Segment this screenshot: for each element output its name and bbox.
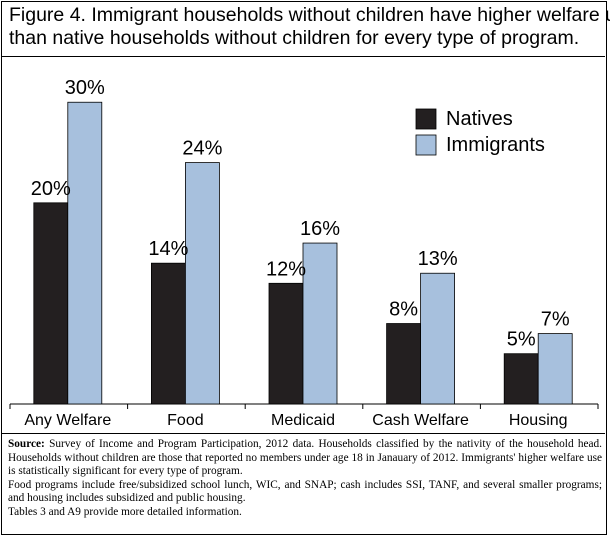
bar-immigrants-medicaid: [302, 242, 338, 405]
data-label-natives-cash-welfare: 8%: [389, 299, 418, 321]
tables-note: Tables 3 and A9 provide more detailed in…: [8, 505, 242, 518]
legend-label-natives: Natives: [446, 108, 513, 130]
data-label-natives-medicaid: 12%: [266, 258, 306, 280]
source-text: Survey of Income and Program Participati…: [8, 438, 602, 478]
title-line-2: than native households without children …: [9, 27, 580, 49]
legend-label-immigrants: Immigrants: [446, 134, 545, 156]
source-notes: Source: Survey of Income and Program Par…: [8, 438, 602, 520]
category-label-food: Food: [167, 412, 203, 429]
bar-layer: [33, 101, 573, 405]
data-label-immigrants-any-welfare: 30%: [65, 77, 105, 99]
bar-natives-housing: [503, 353, 539, 405]
bar-immigrants-food: [184, 162, 220, 405]
figure-title: Figure 4. Immigrant households without c…: [9, 4, 610, 50]
bar-natives-any-welfare: [33, 202, 69, 405]
legend-swatch-natives: [415, 108, 437, 130]
bar-immigrants-any-welfare: [67, 101, 103, 405]
category-label-medicaid: Medicaid: [271, 412, 335, 429]
bar-immigrants-cash-welfare: [420, 272, 456, 405]
category-label-cash-welfare: Cash Welfare: [372, 412, 469, 429]
category-label-any-welfare: Any Welfare: [24, 412, 111, 429]
axis-layer: [9, 403, 599, 409]
data-label-immigrants-medicaid: 16%: [300, 218, 340, 240]
legend: Natives Immigrants: [415, 108, 545, 156]
food-note: Food programs include free/subsidized sc…: [8, 478, 602, 505]
label-layer: 20% 30% Any Welfare 14% 24% Food 12% 16% Medicai…: [24, 77, 569, 429]
category-label-housing: Housing: [509, 412, 568, 429]
bar-immigrants-housing: [537, 333, 573, 405]
legend-swatch-immigrants: [415, 134, 437, 156]
data-label-natives-housing: 5%: [507, 329, 536, 351]
data-label-natives-any-welfare: 20%: [31, 178, 71, 200]
data-label-immigrants-food: 24%: [182, 138, 222, 160]
source-label: Source:: [8, 438, 45, 450]
title-divider: [1, 56, 605, 57]
notes-divider: [1, 433, 605, 434]
bar-natives-food: [150, 262, 186, 405]
source-note: Source: Survey of Income and Program Par…: [8, 438, 602, 479]
data-label-immigrants-housing: 7%: [541, 309, 570, 331]
title-line-1: Figure 4. Immigrant households without c…: [9, 4, 610, 26]
data-label-natives-food: 14%: [148, 238, 188, 260]
data-label-immigrants-cash-welfare: 13%: [418, 248, 458, 270]
bar-natives-cash-welfare: [386, 323, 422, 405]
bar-natives-medicaid: [268, 282, 304, 405]
